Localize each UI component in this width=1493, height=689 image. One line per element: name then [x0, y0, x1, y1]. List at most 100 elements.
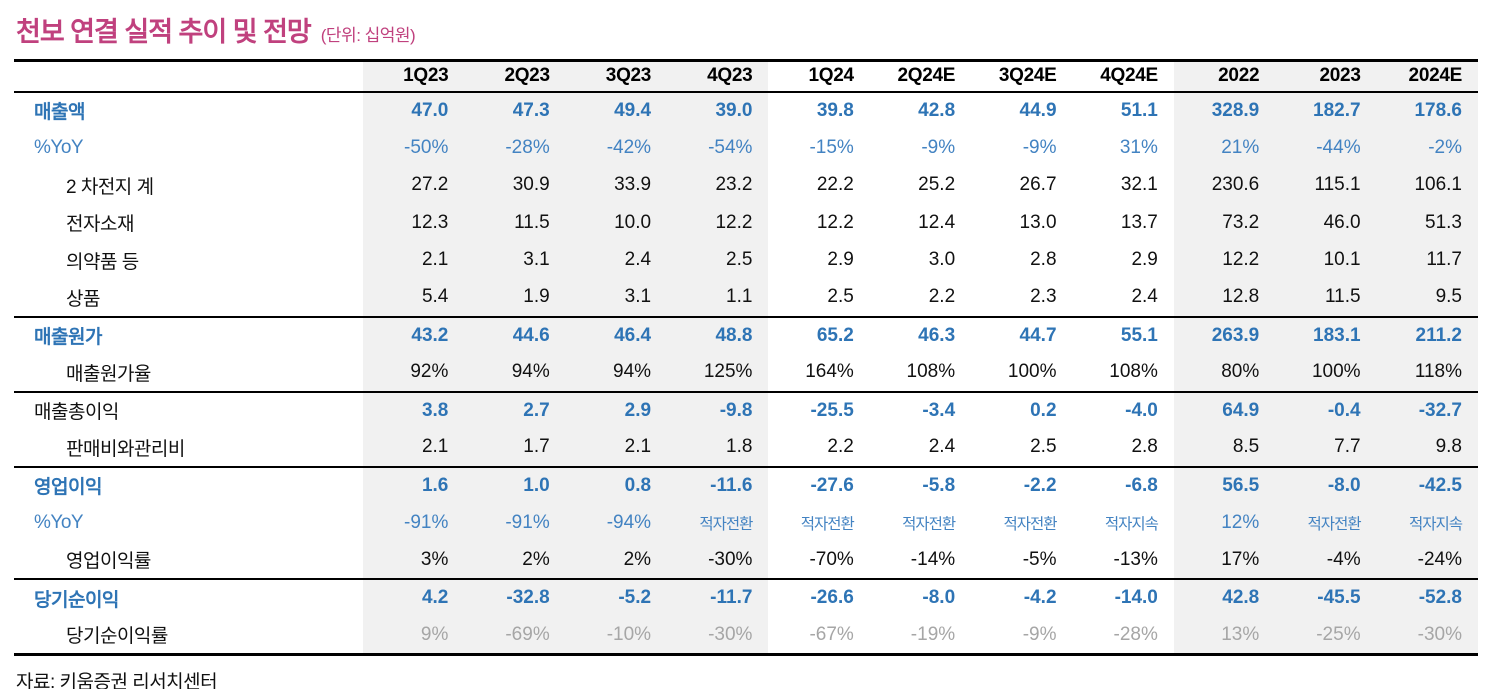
table-cell: -11.6: [667, 466, 769, 504]
row-label: 영업이익률: [66, 551, 151, 573]
table-cell: 1.0: [464, 466, 566, 504]
table-cell: 43.2: [363, 316, 465, 354]
table-cell: 적자전환: [800, 515, 855, 533]
row-label: 당기순이익률: [66, 626, 168, 647]
row-label: 전자소재: [66, 214, 134, 236]
column-header-4q24e: 4Q24E: [1100, 65, 1158, 87]
table-cell: 328.9: [1173, 91, 1276, 129]
table-cell: 23.2: [667, 166, 769, 204]
table-cell: 4.2: [363, 579, 465, 617]
table-cell: 44.7: [1019, 324, 1057, 346]
table-cell: 46.4: [565, 316, 668, 354]
table-cell: 12.2: [1173, 241, 1276, 279]
table-cell: -26.6: [810, 587, 854, 609]
table-cell: 2.3: [1030, 286, 1057, 308]
table-cell: 1.8: [667, 429, 769, 467]
table-cell: 44.6: [464, 316, 566, 354]
table-cell: 164%: [805, 361, 854, 383]
table-cell: 48.8: [667, 316, 769, 354]
table-cell: 1.6: [363, 466, 465, 504]
table-cell: 12.3: [363, 204, 465, 242]
table-cell: 적자전환: [1003, 515, 1057, 533]
table-cell: -4%: [1275, 541, 1377, 579]
table-cell: -44%: [1275, 129, 1377, 167]
row-label: %YoY: [34, 136, 84, 158]
table-cell: -32.7: [1376, 391, 1478, 429]
row-label: 당기순이익: [34, 589, 119, 611]
table-cell: -67%: [809, 623, 854, 645]
table-cell: -2%: [1376, 129, 1478, 167]
table-cell: -14%: [910, 548, 956, 570]
row-label: 2 차전지 계: [66, 176, 154, 198]
table-cell: 108%: [906, 361, 956, 383]
table-cell: 10.0: [565, 204, 668, 242]
column-header-2023: 2023: [1275, 60, 1377, 92]
table-cell: 9.5: [1376, 279, 1478, 317]
table-cell: 적자전환: [667, 504, 769, 542]
table-cell: 적자지속: [1104, 515, 1159, 533]
table-cell: 46.3: [918, 324, 956, 346]
table-cell: 100%: [1007, 361, 1057, 383]
table-cell: 80%: [1173, 354, 1276, 392]
table-cell: 47.3: [464, 91, 566, 129]
column-header-4q23: 4Q23: [667, 60, 769, 92]
row-label: 매출총이익: [34, 402, 119, 424]
column-header-1q23: 1Q23: [363, 60, 465, 92]
table-row: 영업이익률 3% 2% 2% -30% -70% -14% -5% -13% 17% -4% -24%: [14, 541, 1478, 579]
table-cell: -27.6: [810, 474, 854, 496]
table-cell: 42.8: [918, 99, 956, 121]
table-cell: 46.0: [1275, 204, 1377, 242]
table-cell: 2.1: [363, 429, 465, 467]
table-cell: 2.7: [464, 391, 566, 429]
table-cell: 21%: [1173, 129, 1276, 167]
table-cell: 적자전환: [1275, 504, 1377, 542]
table-cell: 49.4: [565, 91, 668, 129]
table-cell: 3.1: [464, 241, 566, 279]
table-cell: 0.8: [565, 466, 668, 504]
table-cell: 22.2: [816, 174, 854, 196]
table-cell: -9%: [921, 136, 956, 158]
row-label: 매출원가: [34, 327, 102, 349]
financials-table: 1Q23 2Q23 3Q23 4Q23 1Q24 2Q24E 3Q24E 4Q24E 2022 2…: [14, 59, 1478, 656]
table-cell: 11.5: [1275, 279, 1377, 317]
table-cell: 7.7: [1275, 429, 1377, 467]
table-cell: -25.5: [810, 399, 854, 421]
row-label: 매출액: [34, 102, 85, 124]
table-row: %YoY -91% -91% -94% 적자전환 적자전환 적자전환 적자전환 적자지속 12% 적…: [14, 504, 1478, 542]
column-header-2022: 2022: [1173, 60, 1276, 92]
table-cell: 108%: [1109, 361, 1158, 383]
table-row: 의약품 등 2.1 3.1 2.4 2.5 2.9 3.0 2.8 2.9 12.2 10.1 11.…: [14, 241, 1478, 279]
table-cell: 92%: [363, 354, 465, 392]
table-cell: 2.2: [827, 436, 854, 458]
table-cell: -91%: [464, 504, 566, 542]
table-cell: 230.6: [1173, 166, 1276, 204]
table-cell: -8.0: [1275, 466, 1377, 504]
title-unit-label: (단위: 십억원): [320, 26, 416, 45]
table-cell: 263.9: [1173, 316, 1276, 354]
column-header-1q24: 1Q24: [808, 65, 855, 87]
table-row: 상품 5.4 1.9 3.1 1.1 2.5 2.2 2.3 2.4 12.8 11.5 9.5: [14, 279, 1478, 317]
column-header-3q23: 3Q23: [565, 60, 668, 92]
column-header-2q23: 2Q23: [464, 60, 566, 92]
table-cell: 2.4: [565, 241, 668, 279]
table-title: 천보 연결 실적 추이 및 전망 (단위: 십억원): [16, 10, 1478, 49]
table-cell: -52.8: [1376, 579, 1478, 617]
table-cell: 118%: [1376, 354, 1478, 392]
column-header-3q24e: 3Q24E: [998, 65, 1057, 87]
table-cell: 178.6: [1376, 91, 1478, 129]
table-cell: 2.9: [1131, 249, 1158, 271]
table-cell: 2.1: [363, 241, 465, 279]
table-cell: -45.5: [1275, 579, 1377, 617]
table-cell: 51.1: [1120, 99, 1158, 121]
table-cell: 183.1: [1275, 316, 1377, 354]
table-row: 매출액 47.0 47.3 49.4 39.0 39.8 42.8 44.9 51.1 328.9…: [14, 91, 1478, 129]
table-cell: 11.5: [464, 204, 566, 242]
table-cell: -54%: [667, 129, 769, 167]
table-cell: 17%: [1173, 541, 1276, 579]
table-cell: -42.5: [1376, 466, 1478, 504]
table-cell: 106.1: [1376, 166, 1478, 204]
column-header-2024e: 2024E: [1376, 60, 1478, 92]
table-cell: 32.1: [1120, 174, 1158, 196]
table-cell: 64.9: [1173, 391, 1276, 429]
